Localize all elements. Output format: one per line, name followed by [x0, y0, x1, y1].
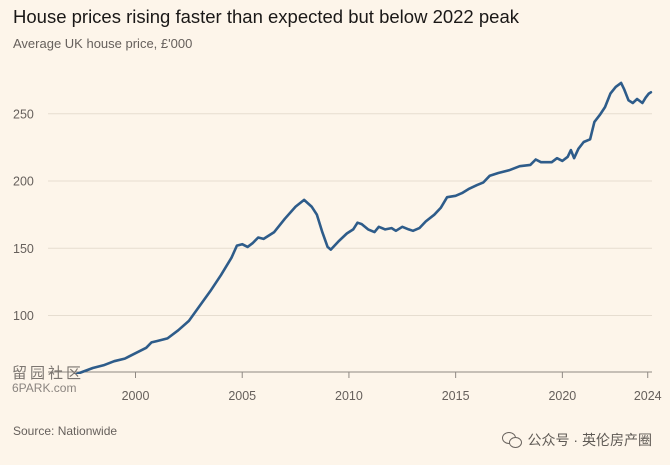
y-tick-label-250: 250 — [13, 107, 34, 121]
chart-subtitle: Average UK house price, £'000 — [13, 36, 193, 51]
watermark-stamp: 留园社区 6PARK.com — [12, 366, 84, 396]
x-tick-label-2015: 2015 — [442, 389, 470, 403]
watermark-stamp-cn: 留园社区 — [12, 365, 85, 382]
y-tick-label-150: 150 — [13, 242, 34, 256]
y-tick-label-200: 200 — [13, 175, 34, 189]
x-tick-label-2024: 2024 — [634, 389, 662, 403]
chart-title: House prices rising faster than expected… — [13, 6, 519, 27]
x-tick-label-2000: 2000 — [122, 389, 150, 403]
watermark-text: 公众号 · 英伦房产圈 — [527, 432, 652, 448]
x-tick-label-2005: 2005 — [228, 389, 256, 403]
x-tick-label-2010: 2010 — [335, 389, 363, 403]
source-note: Source: Nationwide — [13, 424, 118, 438]
x-tick-label-2020: 2020 — [548, 389, 576, 403]
y-tick-label-100: 100 — [13, 309, 34, 323]
series-line-0 — [73, 81, 653, 374]
wechat-watermark: 公众号 · 英伦房产圈 — [501, 430, 652, 450]
watermark-stamp-en: 6PARK.com — [12, 381, 77, 395]
wechat-icon — [501, 432, 522, 448]
